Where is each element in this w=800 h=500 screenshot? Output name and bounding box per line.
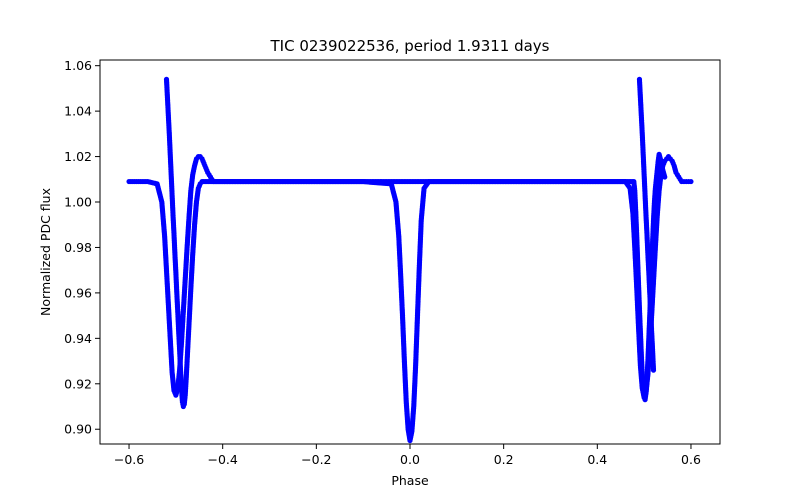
y-tick-label: 0.96 bbox=[64, 285, 92, 300]
x-axis-label: Phase bbox=[391, 473, 429, 488]
x-tick-label: 0.0 bbox=[400, 452, 420, 467]
data-point bbox=[688, 178, 694, 185]
y-tick-label: 1.00 bbox=[64, 195, 92, 210]
x-tick-label: 0.2 bbox=[494, 452, 514, 467]
y-tick-label: 1.02 bbox=[64, 149, 92, 164]
data-points bbox=[126, 76, 694, 444]
x-axis-ticks: −0.6 −0.4 −0.2 0.0 0.2 0.4 0.6 bbox=[114, 444, 701, 467]
y-tick-label: 0.94 bbox=[64, 331, 92, 346]
y-tick-label: 0.92 bbox=[64, 376, 92, 391]
y-axis-ticks: 0.90 0.92 0.94 0.96 0.98 1.00 1.02 1.04 1.06 bbox=[64, 58, 100, 437]
data-point bbox=[650, 367, 657, 373]
y-tick-label: 1.04 bbox=[64, 104, 92, 119]
x-tick-label: −0.6 bbox=[114, 452, 144, 467]
chart-title: TIC 0239022536, period 1.9311 days bbox=[269, 37, 549, 55]
y-tick-label: 0.90 bbox=[64, 422, 92, 437]
y-axis-label: Normalized PDC flux bbox=[38, 188, 53, 316]
x-tick-label: 0.6 bbox=[681, 452, 701, 467]
y-tick-label: 0.98 bbox=[64, 240, 92, 255]
y-tick-label: 1.06 bbox=[64, 58, 92, 73]
x-tick-label: −0.4 bbox=[208, 452, 238, 467]
x-tick-label: 0.4 bbox=[587, 452, 607, 467]
x-tick-label: −0.2 bbox=[301, 452, 331, 467]
data-point bbox=[662, 174, 668, 180]
